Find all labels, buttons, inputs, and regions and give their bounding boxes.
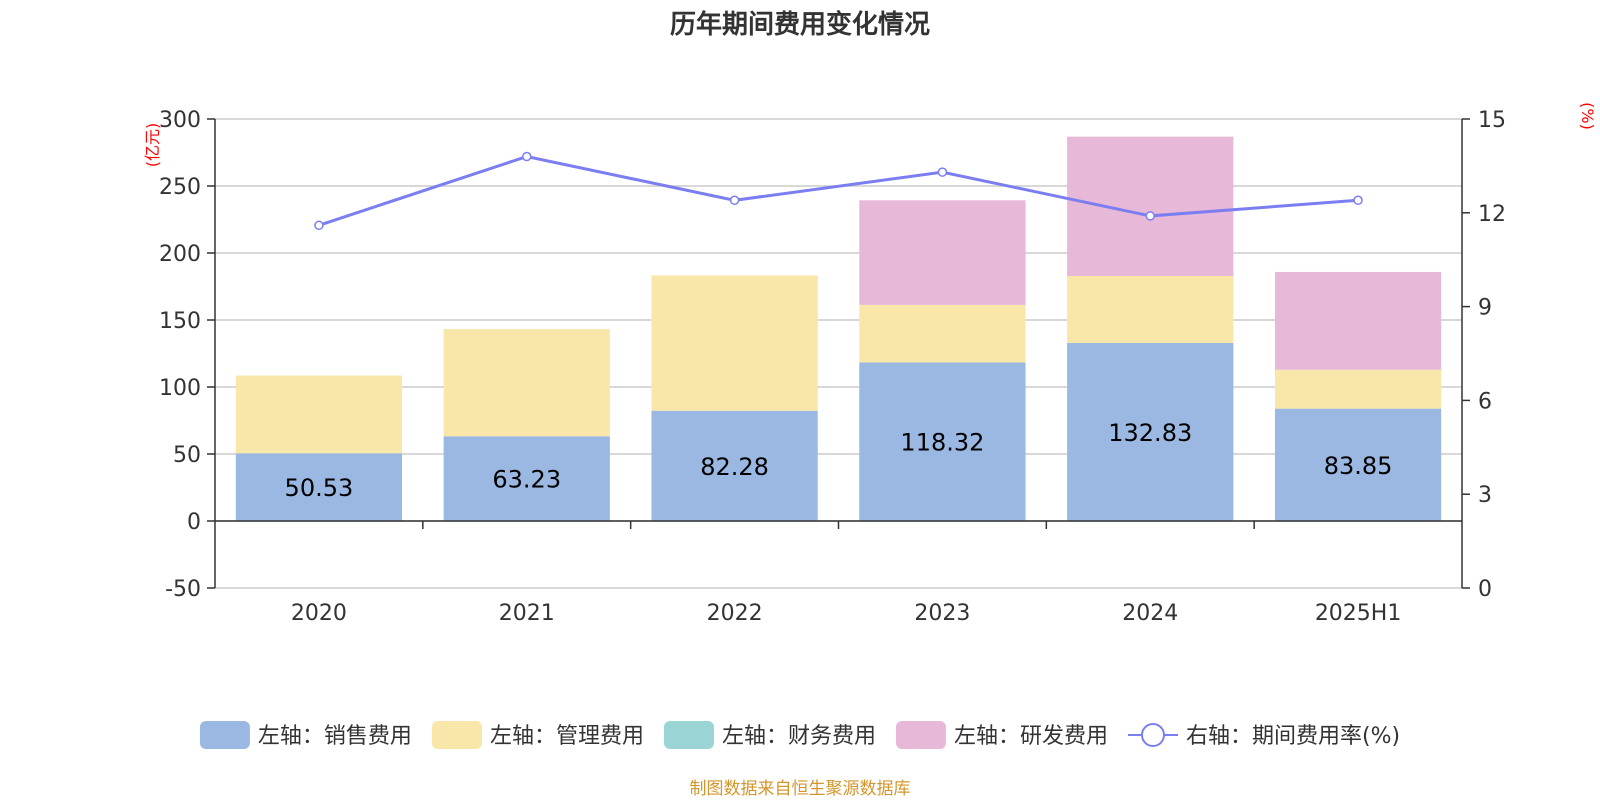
bar-segment (651, 275, 818, 411)
left-tick-label: 0 (187, 510, 201, 535)
left-tick-label: 150 (159, 309, 201, 334)
rate-line (314, 151, 1363, 231)
legend-label: 左轴：财务费用 (722, 724, 876, 749)
left-tick-label: 100 (159, 376, 201, 401)
left-tick-label: 200 (159, 242, 201, 267)
bar-segment (235, 453, 403, 521)
x-tick-label: 2023 (914, 601, 970, 626)
bar-segment (443, 436, 610, 521)
legend-swatch (199, 721, 250, 749)
legend-label: 左轴：研发费用 (954, 724, 1108, 749)
legend[interactable]: 左轴：销售费用 左轴：管理费用 左轴：财务费用 左轴：研发费用 右轴：期间费用率(%) (199, 721, 1400, 749)
right-tick-label: 3 (1478, 483, 1492, 508)
left-tick-label: -50 (165, 577, 201, 602)
chart-title: 历年期间费用变化情况 (670, 9, 930, 40)
legend-item[interactable]: 左轴：研发费用 (895, 721, 1108, 749)
bar-segment (1067, 343, 1234, 521)
legend-swatch (431, 721, 482, 749)
bar-segment (1067, 136, 1234, 277)
bar-value-label: 63.23 (492, 466, 561, 494)
legend-item[interactable]: 左轴：财务费用 (663, 721, 876, 749)
bar-value-label: 83.85 (1324, 452, 1393, 480)
legend-swatch (895, 721, 946, 749)
bar-segment (235, 375, 403, 454)
bar-value-label: 132.83 (1108, 419, 1192, 447)
rate-point (522, 151, 532, 162)
right-axis-unit: (%) (1578, 102, 1597, 130)
legend-marker (1140, 723, 1165, 747)
bar-segment (859, 362, 1026, 521)
legend-swatch (663, 721, 714, 749)
bar-segment (1067, 276, 1234, 344)
x-tick-label: 2025H1 (1315, 601, 1402, 626)
rate-point (1353, 195, 1363, 206)
right-tick-label: 12 (1478, 202, 1506, 227)
right-tick-label: 0 (1478, 577, 1492, 602)
right-tick-label: 6 (1478, 389, 1492, 414)
rate-point (937, 167, 948, 177)
x-tick-label: 2020 (291, 601, 347, 626)
right-tick-label: 15 (1478, 108, 1506, 133)
source-text: 制图数据来自恒生聚源数据库 (690, 779, 911, 799)
data-labels: 50.53 63.23 82.28 118.32 132.83 83.85 (285, 419, 1393, 502)
bar-segment (443, 329, 610, 437)
bar-segment (859, 200, 1026, 305)
left-tick-label: 250 (159, 175, 201, 200)
rate-point (314, 220, 324, 231)
right-tick-label: 9 (1478, 296, 1492, 321)
rate-point (729, 195, 740, 206)
bar-segment (1274, 369, 1442, 409)
axes: 300 250 200 150 100 50 0 -50 15 12 9 6 3 0 2020 2021 202… (159, 108, 1506, 626)
bar-segment (1274, 408, 1442, 521)
x-tick-label: 2024 (1122, 601, 1178, 626)
legend-label: 左轴：销售费用 (258, 724, 412, 749)
legend-item[interactable]: 左轴：管理费用 (431, 721, 644, 749)
left-axis-unit: (亿元) (143, 123, 162, 168)
bar-value-label: 118.32 (900, 429, 984, 457)
bar-value-label: 82.28 (700, 453, 769, 481)
bar-segment (859, 304, 1026, 363)
legend-item[interactable]: 右轴：期间费用率(%) (1127, 723, 1400, 749)
left-tick-label: 300 (159, 108, 201, 133)
rate-line-path (318, 154, 1359, 227)
x-tick-label: 2021 (499, 601, 555, 626)
bars (235, 136, 1442, 521)
bar-value-label: 50.53 (285, 474, 354, 502)
left-tick-label: 50 (173, 443, 201, 468)
bar-segment (651, 410, 818, 521)
legend-label: 左轴：管理费用 (490, 724, 644, 749)
rate-point (1145, 211, 1155, 221)
legend-item[interactable]: 左轴：销售费用 (199, 721, 412, 749)
x-tick-label: 2022 (707, 601, 763, 626)
bar-segment (1274, 271, 1442, 370)
legend-label: 右轴：期间费用率(%) (1186, 724, 1400, 749)
